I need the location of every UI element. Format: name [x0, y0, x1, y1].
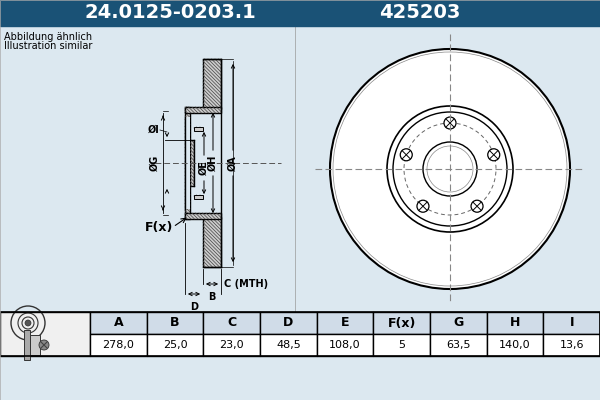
Text: ØA: ØA — [228, 155, 238, 171]
Text: 278,0: 278,0 — [103, 340, 134, 350]
Text: 63,5: 63,5 — [446, 340, 470, 350]
Bar — [194, 195, 203, 199]
Bar — [0, 0, 600, 26]
Bar — [185, 213, 221, 219]
Text: ØH: ØH — [208, 155, 218, 171]
Text: F(x): F(x) — [388, 316, 416, 330]
Text: ØG: ØG — [150, 155, 160, 171]
Bar — [373, 312, 430, 334]
Bar — [487, 312, 544, 334]
Circle shape — [427, 146, 473, 192]
Bar — [90, 334, 146, 356]
Bar — [190, 140, 194, 186]
Bar — [146, 334, 203, 356]
Bar — [185, 107, 221, 113]
Bar — [194, 127, 203, 131]
Text: 5: 5 — [398, 340, 405, 350]
Bar — [24, 330, 30, 360]
Text: 48,5: 48,5 — [276, 340, 301, 350]
Bar — [430, 312, 487, 334]
Bar — [0, 26, 600, 312]
Bar — [0, 312, 90, 356]
Text: H: H — [510, 316, 520, 330]
Bar — [430, 334, 487, 356]
Text: D: D — [283, 316, 293, 330]
Text: 23,0: 23,0 — [220, 340, 244, 350]
Text: D: D — [190, 302, 198, 312]
Bar — [317, 334, 373, 356]
Circle shape — [400, 149, 412, 161]
Text: 25,0: 25,0 — [163, 340, 187, 350]
Text: F(x): F(x) — [145, 220, 173, 234]
Text: 24.0125-0203.1: 24.0125-0203.1 — [84, 4, 256, 22]
Circle shape — [488, 149, 500, 161]
Bar — [90, 312, 146, 334]
Bar — [487, 334, 544, 356]
Circle shape — [471, 200, 483, 212]
Bar — [260, 334, 317, 356]
Bar — [0, 312, 600, 356]
Text: 13,6: 13,6 — [559, 340, 584, 350]
Bar — [203, 217, 221, 267]
Bar — [203, 334, 260, 356]
Circle shape — [330, 49, 570, 289]
Bar — [260, 312, 317, 334]
Bar — [146, 312, 203, 334]
Bar — [194, 140, 203, 186]
Bar — [185, 107, 190, 219]
Text: 140,0: 140,0 — [499, 340, 531, 350]
Bar — [185, 117, 190, 209]
Text: ØE: ØE — [199, 160, 209, 176]
Text: ØI: ØI — [148, 125, 160, 135]
Circle shape — [417, 200, 429, 212]
Text: Abbildung ähnlich: Abbildung ähnlich — [4, 32, 92, 42]
Circle shape — [25, 320, 31, 326]
Circle shape — [387, 106, 513, 232]
Text: Illustration similar: Illustration similar — [4, 41, 92, 51]
Bar — [30, 335, 40, 355]
Text: G: G — [453, 316, 463, 330]
Text: A: A — [113, 316, 123, 330]
Bar — [544, 334, 600, 356]
Text: 108,0: 108,0 — [329, 340, 361, 350]
Text: B: B — [208, 292, 215, 302]
Bar — [373, 334, 430, 356]
Text: E: E — [341, 316, 349, 330]
Text: I: I — [569, 316, 574, 330]
Text: 425203: 425203 — [379, 4, 461, 22]
Text: C (MTH): C (MTH) — [224, 279, 268, 289]
Bar — [203, 59, 221, 109]
Text: C: C — [227, 316, 236, 330]
Bar — [544, 312, 600, 334]
Circle shape — [393, 112, 507, 226]
Bar — [317, 312, 373, 334]
Circle shape — [39, 340, 49, 350]
Circle shape — [423, 142, 477, 196]
Text: B: B — [170, 316, 180, 330]
Bar — [203, 312, 260, 334]
Circle shape — [444, 117, 456, 129]
